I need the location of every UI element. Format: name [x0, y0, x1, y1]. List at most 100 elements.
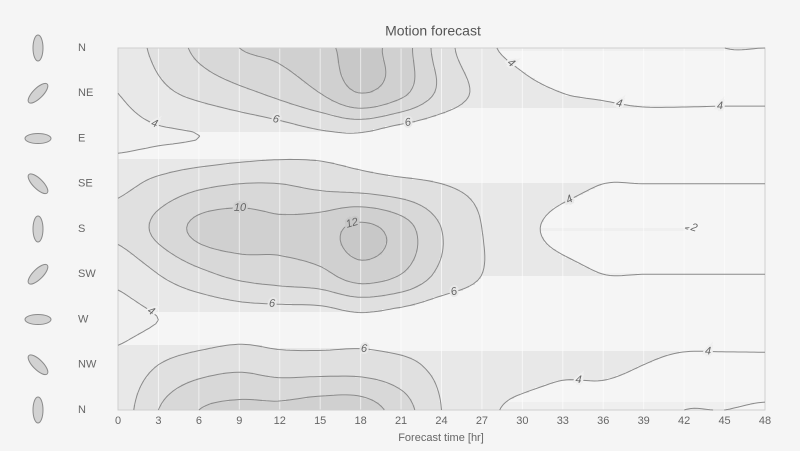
shade-band — [175, 255, 286, 258]
direction-icon — [32, 34, 44, 62]
contour-label: 4 — [575, 374, 582, 386]
contour-line — [186, 47, 419, 411]
shade-band — [148, 225, 187, 228]
shade-band — [412, 402, 442, 405]
shade-band — [319, 264, 409, 267]
shade-band — [133, 405, 160, 408]
shade-band — [130, 189, 196, 192]
shade-band — [118, 120, 148, 123]
shade-band — [304, 81, 346, 84]
shade-band — [406, 270, 436, 273]
y-tick-label: E — [78, 132, 85, 144]
shade-band — [118, 318, 157, 321]
shade-band — [118, 336, 133, 339]
direction-icon — [24, 133, 52, 144]
shade-band — [160, 273, 217, 276]
shade-band — [118, 210, 157, 213]
shade-band — [340, 66, 385, 69]
shade-band — [154, 270, 208, 273]
shade-band — [469, 195, 577, 198]
shade-band — [286, 66, 340, 69]
shade-band — [418, 246, 442, 249]
shade-band — [166, 396, 307, 399]
shade-band — [196, 189, 319, 192]
shade-band — [118, 51, 148, 54]
shade-band — [436, 270, 484, 273]
shade-band — [130, 105, 217, 108]
shade-band — [118, 282, 175, 285]
shade-band — [412, 54, 433, 57]
shade-band — [202, 267, 325, 270]
shade-band — [118, 294, 127, 297]
shade-band — [433, 57, 457, 60]
shade-band — [181, 384, 394, 387]
shade-band — [502, 405, 739, 408]
shade-band — [118, 48, 148, 51]
shade-band — [442, 231, 481, 234]
shade-band — [466, 72, 526, 75]
shade-band — [220, 249, 346, 252]
shade-band — [190, 51, 247, 54]
shade-band — [178, 387, 400, 390]
shade-band — [118, 195, 121, 198]
shade-band — [415, 69, 436, 72]
shade-band — [163, 204, 421, 207]
y-tick-label: W — [78, 313, 89, 325]
shade-band — [436, 69, 463, 72]
shade-band — [457, 105, 637, 108]
shade-band — [127, 102, 205, 105]
shade-band — [187, 288, 322, 291]
shade-band — [118, 60, 151, 63]
shade-band — [136, 402, 163, 405]
shade-band — [346, 309, 382, 312]
contour-label: 4 — [705, 345, 712, 357]
shade-band — [376, 255, 415, 258]
shade-band — [415, 255, 442, 258]
shade-band — [118, 366, 154, 369]
shade-band — [409, 219, 439, 222]
shade-band — [118, 201, 169, 204]
shade-band — [118, 312, 154, 315]
shade-band — [382, 249, 418, 252]
shade-band — [400, 273, 433, 276]
direction-icon — [32, 215, 44, 243]
shade-band — [118, 147, 145, 150]
y-tick-label: SE — [78, 178, 93, 190]
shade-band — [157, 240, 196, 243]
shade-band — [439, 219, 481, 222]
shade-band — [118, 246, 124, 249]
shade-band — [415, 63, 433, 66]
shade-band — [151, 309, 346, 312]
shade-band — [157, 72, 214, 75]
shade-band — [409, 93, 433, 96]
shade-band — [118, 306, 145, 309]
shade-band — [160, 405, 205, 408]
shade-band — [469, 96, 580, 99]
shade-band — [211, 246, 343, 249]
shade-band — [451, 186, 595, 189]
shade-band — [391, 210, 430, 213]
shade-band — [427, 207, 478, 210]
shade-band — [685, 408, 709, 410]
shade-band — [433, 213, 478, 216]
shade-band — [118, 372, 148, 375]
x-tick-label: 30 — [516, 415, 528, 427]
shade-band — [442, 402, 505, 405]
shade-band — [421, 363, 643, 366]
shade-band — [460, 189, 589, 192]
shade-band — [442, 405, 502, 408]
shade-band — [118, 255, 136, 258]
shade-band — [139, 390, 172, 393]
shade-band — [187, 231, 340, 234]
x-tick-label: 39 — [638, 415, 650, 427]
shade-band — [463, 102, 619, 105]
shade-band — [139, 114, 256, 117]
shade-band — [457, 51, 499, 54]
shade-band — [118, 96, 121, 99]
shade-band — [118, 111, 136, 114]
shade-band — [484, 270, 595, 273]
shade-band — [385, 294, 442, 297]
shade-band — [418, 240, 442, 243]
shade-band — [208, 294, 346, 297]
shade-band — [442, 225, 481, 228]
